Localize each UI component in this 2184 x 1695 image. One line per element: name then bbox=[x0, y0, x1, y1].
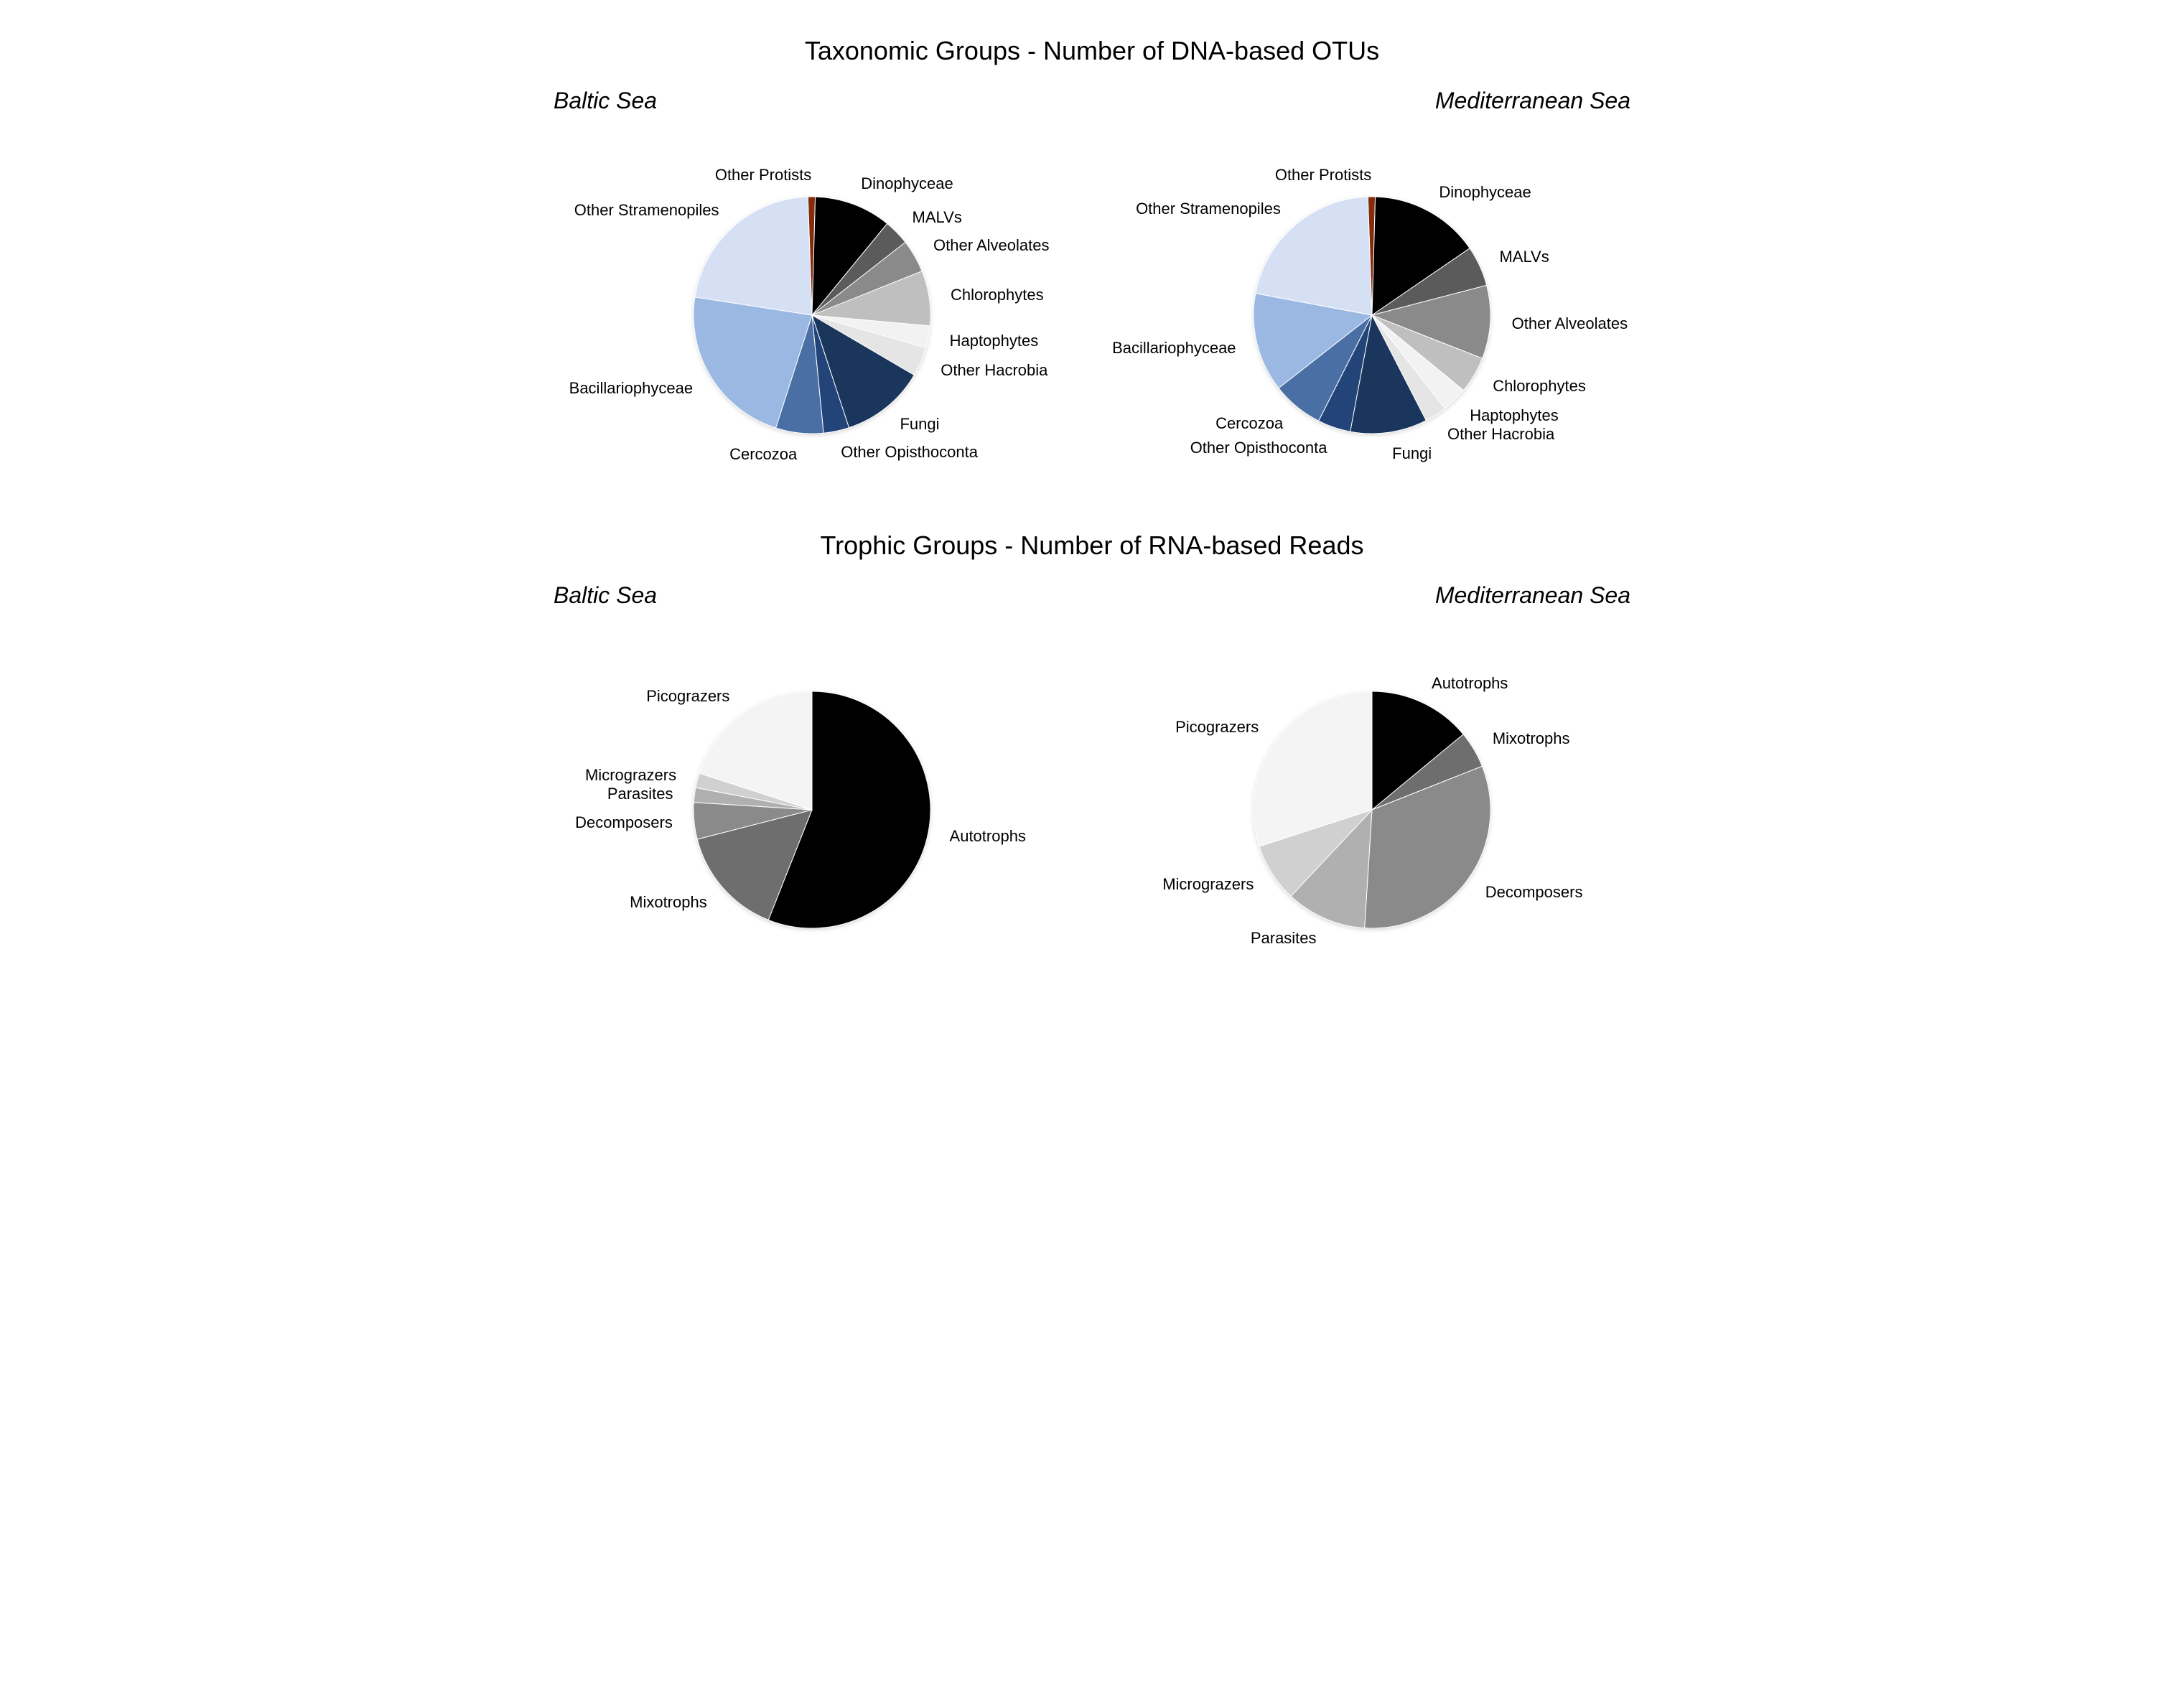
slice-label: Other Stramenopiles bbox=[574, 202, 719, 219]
slice-label: Other Alveolates bbox=[933, 237, 1049, 254]
slice-label: Bacillariophyceae bbox=[569, 380, 693, 397]
pie-chart: Autotrophs Mixotrophs Decomposers Parasites… bbox=[1149, 623, 1595, 996]
section-title: Taxonomic Groups - Number of DNA-based O… bbox=[554, 36, 1630, 66]
slice-label: Picograzers bbox=[646, 688, 729, 705]
slice-label: MALVs bbox=[1499, 248, 1549, 266]
slice-label: Mixotrophs bbox=[1493, 730, 1570, 747]
slice-label: Other Opisthoconta bbox=[841, 444, 978, 461]
chart-cell: Mediterranean Sea Autotrophs Mixotrophs Dec… bbox=[1114, 582, 1630, 996]
pie-chart: Other ProtistsDinophyceaeMALVsOther Alve… bbox=[589, 129, 1035, 502]
slice-label: Other Hacrobia bbox=[941, 362, 1047, 379]
slice-label: Parasites bbox=[1251, 930, 1317, 947]
slice-label: Dinophyceae bbox=[1439, 184, 1531, 201]
slice-label: Chlorophytes bbox=[951, 286, 1044, 304]
chart-subtitle: Mediterranean Sea bbox=[1114, 88, 1630, 114]
slice-label: Parasites bbox=[607, 785, 673, 802]
pie-chart: Other ProtistsDinophyceaeMALVsOther Alve… bbox=[1149, 129, 1595, 502]
slice-label: Mixotrophs bbox=[630, 894, 707, 911]
slice-label: Chlorophytes bbox=[1493, 378, 1586, 395]
slice-label: Other Protists bbox=[1275, 167, 1371, 184]
slice-label: Cercozoa bbox=[729, 446, 797, 463]
slice-label: MALVs bbox=[913, 209, 962, 226]
slice-label: Other Stramenopiles bbox=[1136, 200, 1281, 218]
chart-subtitle: Baltic Sea bbox=[554, 88, 1070, 114]
slice-label: Autotrophs bbox=[950, 827, 1026, 844]
slice-label: Micrograzers bbox=[585, 766, 676, 783]
chart-subtitle: Baltic Sea bbox=[554, 582, 1070, 609]
slice-label: Other Hacrobia bbox=[1447, 425, 1554, 442]
chart-subtitle: Mediterranean Sea bbox=[1114, 582, 1630, 609]
slice-label: Fungi bbox=[1392, 445, 1432, 462]
slice-label: Decomposers bbox=[575, 814, 673, 831]
chart-cell: Mediterranean Sea Other Protists Dinophyce… bbox=[1114, 88, 1630, 502]
pie-chart: AutotrophsMixotrophsDecomposersParasites… bbox=[589, 623, 1035, 996]
chart-cell: Baltic Sea Other Protists Dinophyceae MALVs… bbox=[554, 88, 1070, 502]
slice-label: Fungi bbox=[900, 416, 939, 433]
slice-label: Haptophytes bbox=[950, 332, 1039, 350]
slice-label: Autotrophs bbox=[1432, 674, 1508, 691]
slice-label: Decomposers bbox=[1485, 884, 1583, 901]
slice-label: Other Alveolates bbox=[1512, 314, 1628, 332]
slice-label: Micrograzers bbox=[1162, 876, 1254, 893]
slice-label: Dinophyceae bbox=[861, 175, 953, 192]
chart-grid: Taxonomic Groups - Number of DNA-based O… bbox=[554, 29, 1630, 996]
slice-label: Other Protists bbox=[715, 167, 811, 184]
slice-label: Cercozoa bbox=[1215, 415, 1283, 432]
slice-label: Picograzers bbox=[1175, 719, 1259, 736]
slice-label: Bacillariophyceae bbox=[1112, 340, 1236, 357]
slice-label: Other Opisthoconta bbox=[1190, 439, 1327, 457]
slice-label: Haptophytes bbox=[1470, 406, 1559, 424]
section-title: Trophic Groups - Number of RNA-based Rea… bbox=[554, 531, 1630, 561]
chart-cell: Baltic Sea Autotrophs Mixotrophs Decomposer… bbox=[554, 582, 1070, 996]
